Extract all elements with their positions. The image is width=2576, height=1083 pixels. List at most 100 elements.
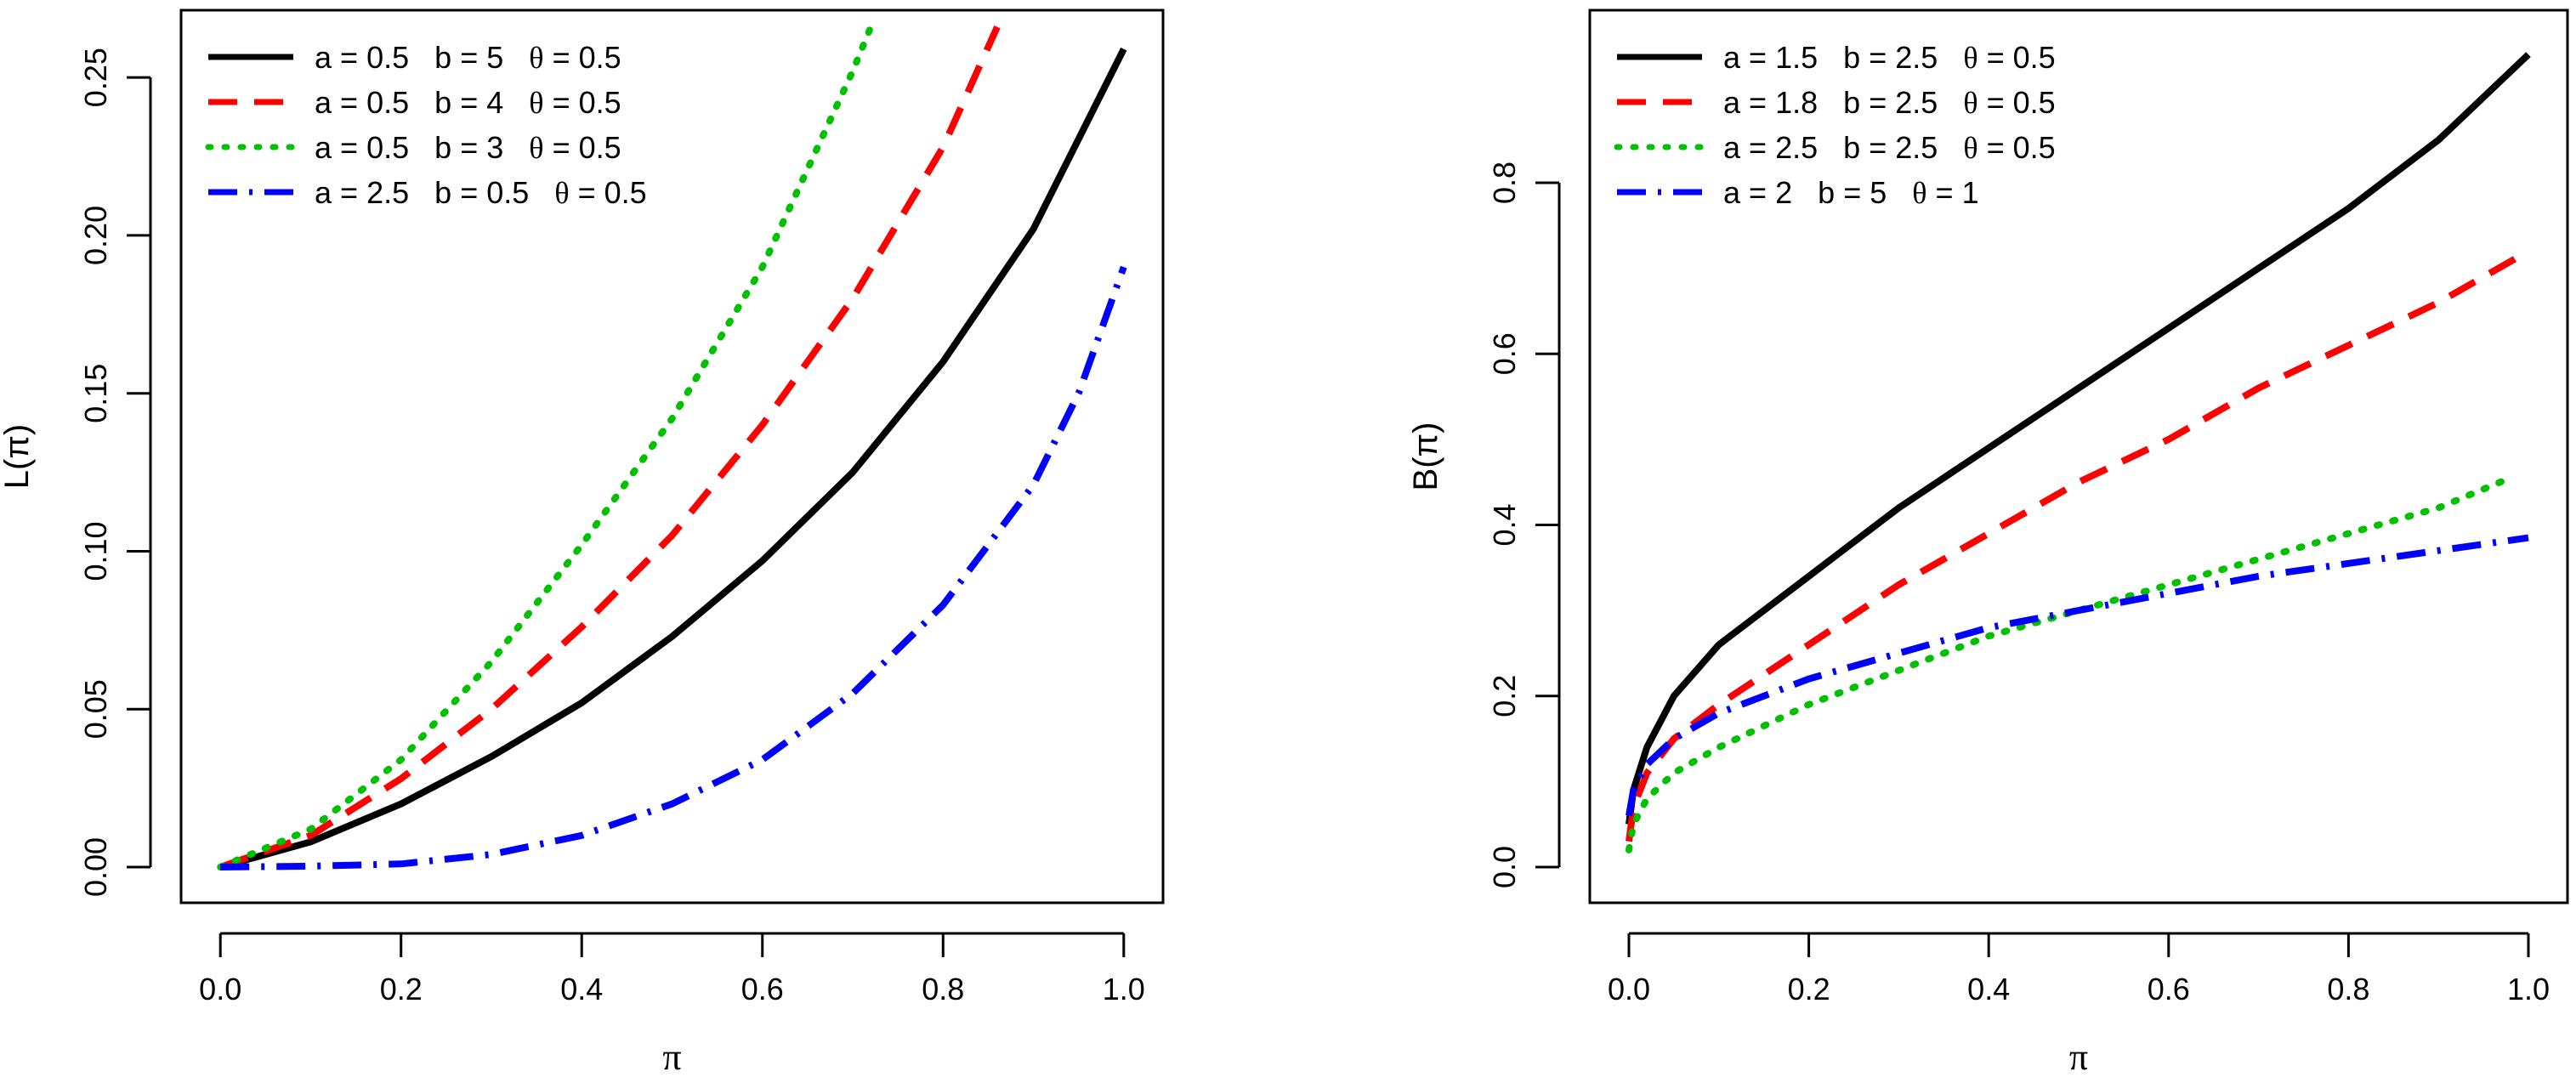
legend-text-part: 2.5 <box>1895 130 1938 165</box>
y-tick-label: 0.15 <box>78 364 113 423</box>
legend-text-part: = <box>1749 40 1767 75</box>
legend-text-part: 0.5 <box>2013 40 2056 75</box>
legend-text-part: θ <box>1963 41 1977 75</box>
legend-text-part <box>1887 85 1895 120</box>
y-tick-label: 0.20 <box>78 206 113 265</box>
legend-text-part <box>478 85 486 120</box>
y-tick-label: 0.8 <box>1487 162 1522 204</box>
legend-text-part: 5 <box>486 40 503 75</box>
legend-text-part: = <box>1869 130 1887 165</box>
legend-label-4: a = 2 b = 5 θ = 1 <box>1723 175 1979 210</box>
y-tick-label: 0.25 <box>78 48 113 107</box>
y-axis-label: L(π) <box>0 424 36 489</box>
legend-text-part <box>409 130 434 165</box>
y-tick-label: 0.00 <box>78 837 113 897</box>
legend-text-part: = <box>1987 130 2005 165</box>
legend-text-part: 3 <box>486 130 503 165</box>
legend-text-part: 0.5 <box>579 40 621 75</box>
legend-text-part <box>478 40 486 75</box>
legend-text-part <box>544 130 553 165</box>
x-tick-label: 0.6 <box>2148 972 2190 1006</box>
legend-text-part: 0.5 <box>366 85 409 120</box>
plot-frame <box>1588 9 2569 904</box>
legend-text-part <box>1938 40 1963 75</box>
y-tick-label: 0.2 <box>1487 675 1522 717</box>
legend-text-part <box>1792 175 1818 210</box>
legend-text-part <box>1740 130 1749 165</box>
legend-text-part <box>478 130 486 165</box>
legend-text-part <box>1860 130 1869 165</box>
x-tick-label: 0.2 <box>380 972 423 1006</box>
legend-text-part: = <box>1869 85 1887 120</box>
legend-text-part <box>503 130 529 165</box>
legend-label-2: a = 1.8 b = 2.5 θ = 0.5 <box>1723 85 2056 120</box>
legend-text-part: = <box>340 40 358 75</box>
x-axis-label: π <box>662 1036 681 1078</box>
legend-text-part <box>596 175 604 210</box>
legend-text-part: 0.5 <box>486 175 529 210</box>
legend-text-part <box>451 130 460 165</box>
legend-text-part <box>1767 40 1775 75</box>
x-tick-label: 0.2 <box>1788 972 1830 1006</box>
legend-text-part: θ <box>1963 86 1977 120</box>
legend-text-part <box>2005 40 2013 75</box>
legend-text-part: = <box>553 85 570 120</box>
legend-text-part: = <box>1749 175 1767 210</box>
legend-text-part: 0.5 <box>2013 85 2056 120</box>
legend: a = 0.5 b = 5 θ = 0.5a = 0.5 b = 4 θ = 0… <box>205 40 647 210</box>
legend-text-part <box>332 40 340 75</box>
legend-text-part <box>1740 175 1749 210</box>
legend-text-part: θ <box>529 86 543 120</box>
legend-text-part <box>451 175 460 210</box>
plot-frame <box>179 9 1165 904</box>
x-tick-label: 0.4 <box>1967 972 2010 1006</box>
legend-text-part <box>1767 85 1775 120</box>
legend-text-part <box>1938 85 1963 120</box>
legend-text-part <box>503 85 529 120</box>
legend-text-part <box>544 40 553 75</box>
legend-text-part: = <box>340 175 358 210</box>
legend-text-part: b <box>1843 40 1860 75</box>
legend-text-part: = <box>460 175 478 210</box>
legend-text-part <box>1978 85 1987 120</box>
legend-text-part <box>1978 130 1987 165</box>
legend-text-part <box>1860 40 1869 75</box>
legend-text-part: = <box>1749 85 1767 120</box>
legend-text-part: θ <box>1912 176 1926 210</box>
x-axis-label: π <box>2069 1036 2088 1078</box>
legend-text-part: 2.5 <box>1895 40 1938 75</box>
legend-text-part <box>358 175 366 210</box>
legend-text-part: a <box>1723 40 1741 75</box>
legend-text-part: θ <box>1963 131 1977 165</box>
legend-text-part: b <box>434 40 451 75</box>
legend-text-part: = <box>1843 175 1861 210</box>
series-line-3 <box>217 23 875 870</box>
legend-text-part <box>1938 130 1963 165</box>
right-chart-panel: 0.0 0.2 0.4 0.6 0.8 1.0 π 0.0 0.2 0.4 0.6 0.8 B(π) a … <box>1407 9 2569 1078</box>
legend-text-part: = <box>1987 40 2005 75</box>
legend-text-part <box>570 85 579 120</box>
legend-text-part <box>2005 130 2013 165</box>
legend-text-part: 2.5 <box>366 175 409 210</box>
legend-text-part: 1.5 <box>1775 40 1818 75</box>
legend-text-part: a <box>315 40 332 75</box>
y-tick-label: 0.6 <box>1487 332 1522 375</box>
legend-text-part <box>1740 40 1749 75</box>
legend-text-part: b <box>434 85 451 120</box>
legend-text-part: = <box>340 130 358 165</box>
legend-text-part <box>332 175 340 210</box>
legend-text-part <box>332 130 340 165</box>
legend-text-part: = <box>460 40 478 75</box>
series-line-2 <box>1626 248 2530 842</box>
legend-text-part <box>358 130 366 165</box>
x-tick-label: 0.8 <box>2327 972 2369 1006</box>
legend-text-part <box>1818 130 1843 165</box>
legend-label-3: a = 2.5 b = 2.5 θ = 0.5 <box>1723 130 2056 165</box>
y-tick-label: 0.10 <box>78 521 113 581</box>
legend-text-part: b <box>1843 130 1860 165</box>
legend-text-part <box>409 40 434 75</box>
x-tick-label: 0.6 <box>741 972 784 1006</box>
legend-text-part: 2.5 <box>1895 85 1938 120</box>
x-tick-label: 0.0 <box>199 972 241 1006</box>
legend-text-part: = <box>1936 175 1954 210</box>
